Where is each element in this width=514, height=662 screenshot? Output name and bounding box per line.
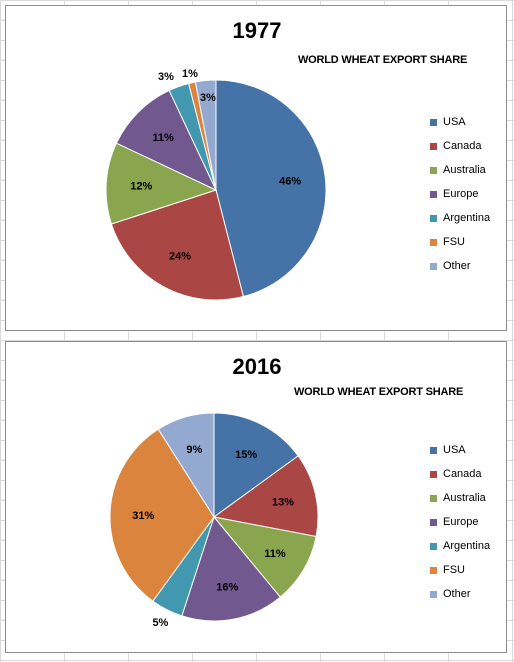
chart-2016: 2016 WORLD WHEAT EXPORT SHARE 15% 13% 11% 1… [5,341,507,653]
chart-title: 1977 [232,18,282,43]
legend-item-fsu: FSU [430,558,490,582]
legend-label: Europe [443,188,479,200]
legend-item-fsu: FSU [430,230,490,254]
legend-swatch [430,590,437,598]
data-label: 13% [272,497,294,509]
chart-title: 2016 [232,354,282,379]
legend-swatch [430,262,437,270]
pie-plot: 15% 13% 11% 16% 5% 31% 9% [109,412,319,629]
legend-label: USA [443,116,466,128]
legend-item-argentina: Argentina [430,206,490,230]
legend-swatch [430,566,437,574]
pie-slice-canada [212,455,319,538]
data-label: 11% [152,132,174,144]
legend-item-other: Other [430,582,490,606]
legend-swatch [430,542,437,550]
legend-item-canada: Canada [430,462,490,486]
legend-item-usa: USA [430,438,490,462]
pie-slice-europe [115,89,218,192]
legend-swatch [430,446,437,454]
chart-1977: 1977 WORLD WHEAT EXPORT SHARE 46% 24% 12% 1… [5,5,507,331]
pie-plot: 46%24%12%11%3% 1%3% [105,68,327,301]
legend-label: Australia [443,164,486,176]
legend-label: Australia [443,492,486,504]
legend-label: FSU [443,564,465,576]
legend-swatch [430,190,437,198]
legend-swatch [430,118,437,126]
legend-swatch [430,214,437,222]
pie-slice-other [194,79,217,191]
data-label: 24% [169,251,191,263]
pie-slice-usa [213,412,299,518]
legend-swatch [430,166,437,174]
legend-label: Canada [443,468,482,480]
data-label: 15% [235,449,257,461]
legend-item-europe: Europe [430,182,490,206]
legend-label: Europe [443,516,479,528]
legend-item-usa: USA [430,110,490,134]
chart-subtitle: WORLD WHEAT EXPORT SHARE [298,54,468,66]
legend-item-canada: Canada [430,134,490,158]
pie-slice-other [157,412,215,519]
legend-item-argentina: Argentina [430,534,490,558]
legend-swatch [430,470,437,478]
legend-item-australia: Australia [430,158,490,182]
pie-slice-canada [110,189,244,301]
legend-label: USA [443,444,466,456]
pie-slice-australia [212,516,317,598]
data-label: 16% [216,582,238,594]
legend-label: Canada [443,140,482,152]
legend: USA Canada Australia Europe Argentina FSU Othe… [430,438,490,606]
data-label: 5% [152,617,168,629]
legend-label: Other [443,588,471,600]
pie-slice-australia [105,142,218,225]
legend-swatch [430,238,437,246]
data-label: 31% [132,510,154,522]
legend-label: FSU [443,236,465,248]
data-label: 9% [186,444,202,456]
data-label: 46% [279,176,301,188]
legend-swatch [430,518,437,526]
data-label: 1% [182,68,198,80]
data-label: 3% [158,71,174,83]
legend-label: Argentina [443,212,491,224]
pie-slice-usa [215,79,327,298]
legend: USA Canada Australia Europe Argentina FSU Othe… [430,110,490,278]
chart-subtitle: WORLD WHEAT EXPORT SHARE [294,386,464,398]
pie-slice-europe [181,515,281,622]
legend-swatch [430,142,437,150]
legend-item-australia: Australia [430,486,490,510]
legend-swatch [430,494,437,502]
legend-label: Argentina [443,540,491,552]
legend-label: Other [443,260,471,272]
data-label: 11% [264,548,286,560]
pie-slice-fsu [109,428,215,602]
data-label: 12% [130,180,152,192]
data-label: 3% [200,92,216,104]
legend-item-other: Other [430,254,490,278]
legend-item-europe: Europe [430,510,490,534]
